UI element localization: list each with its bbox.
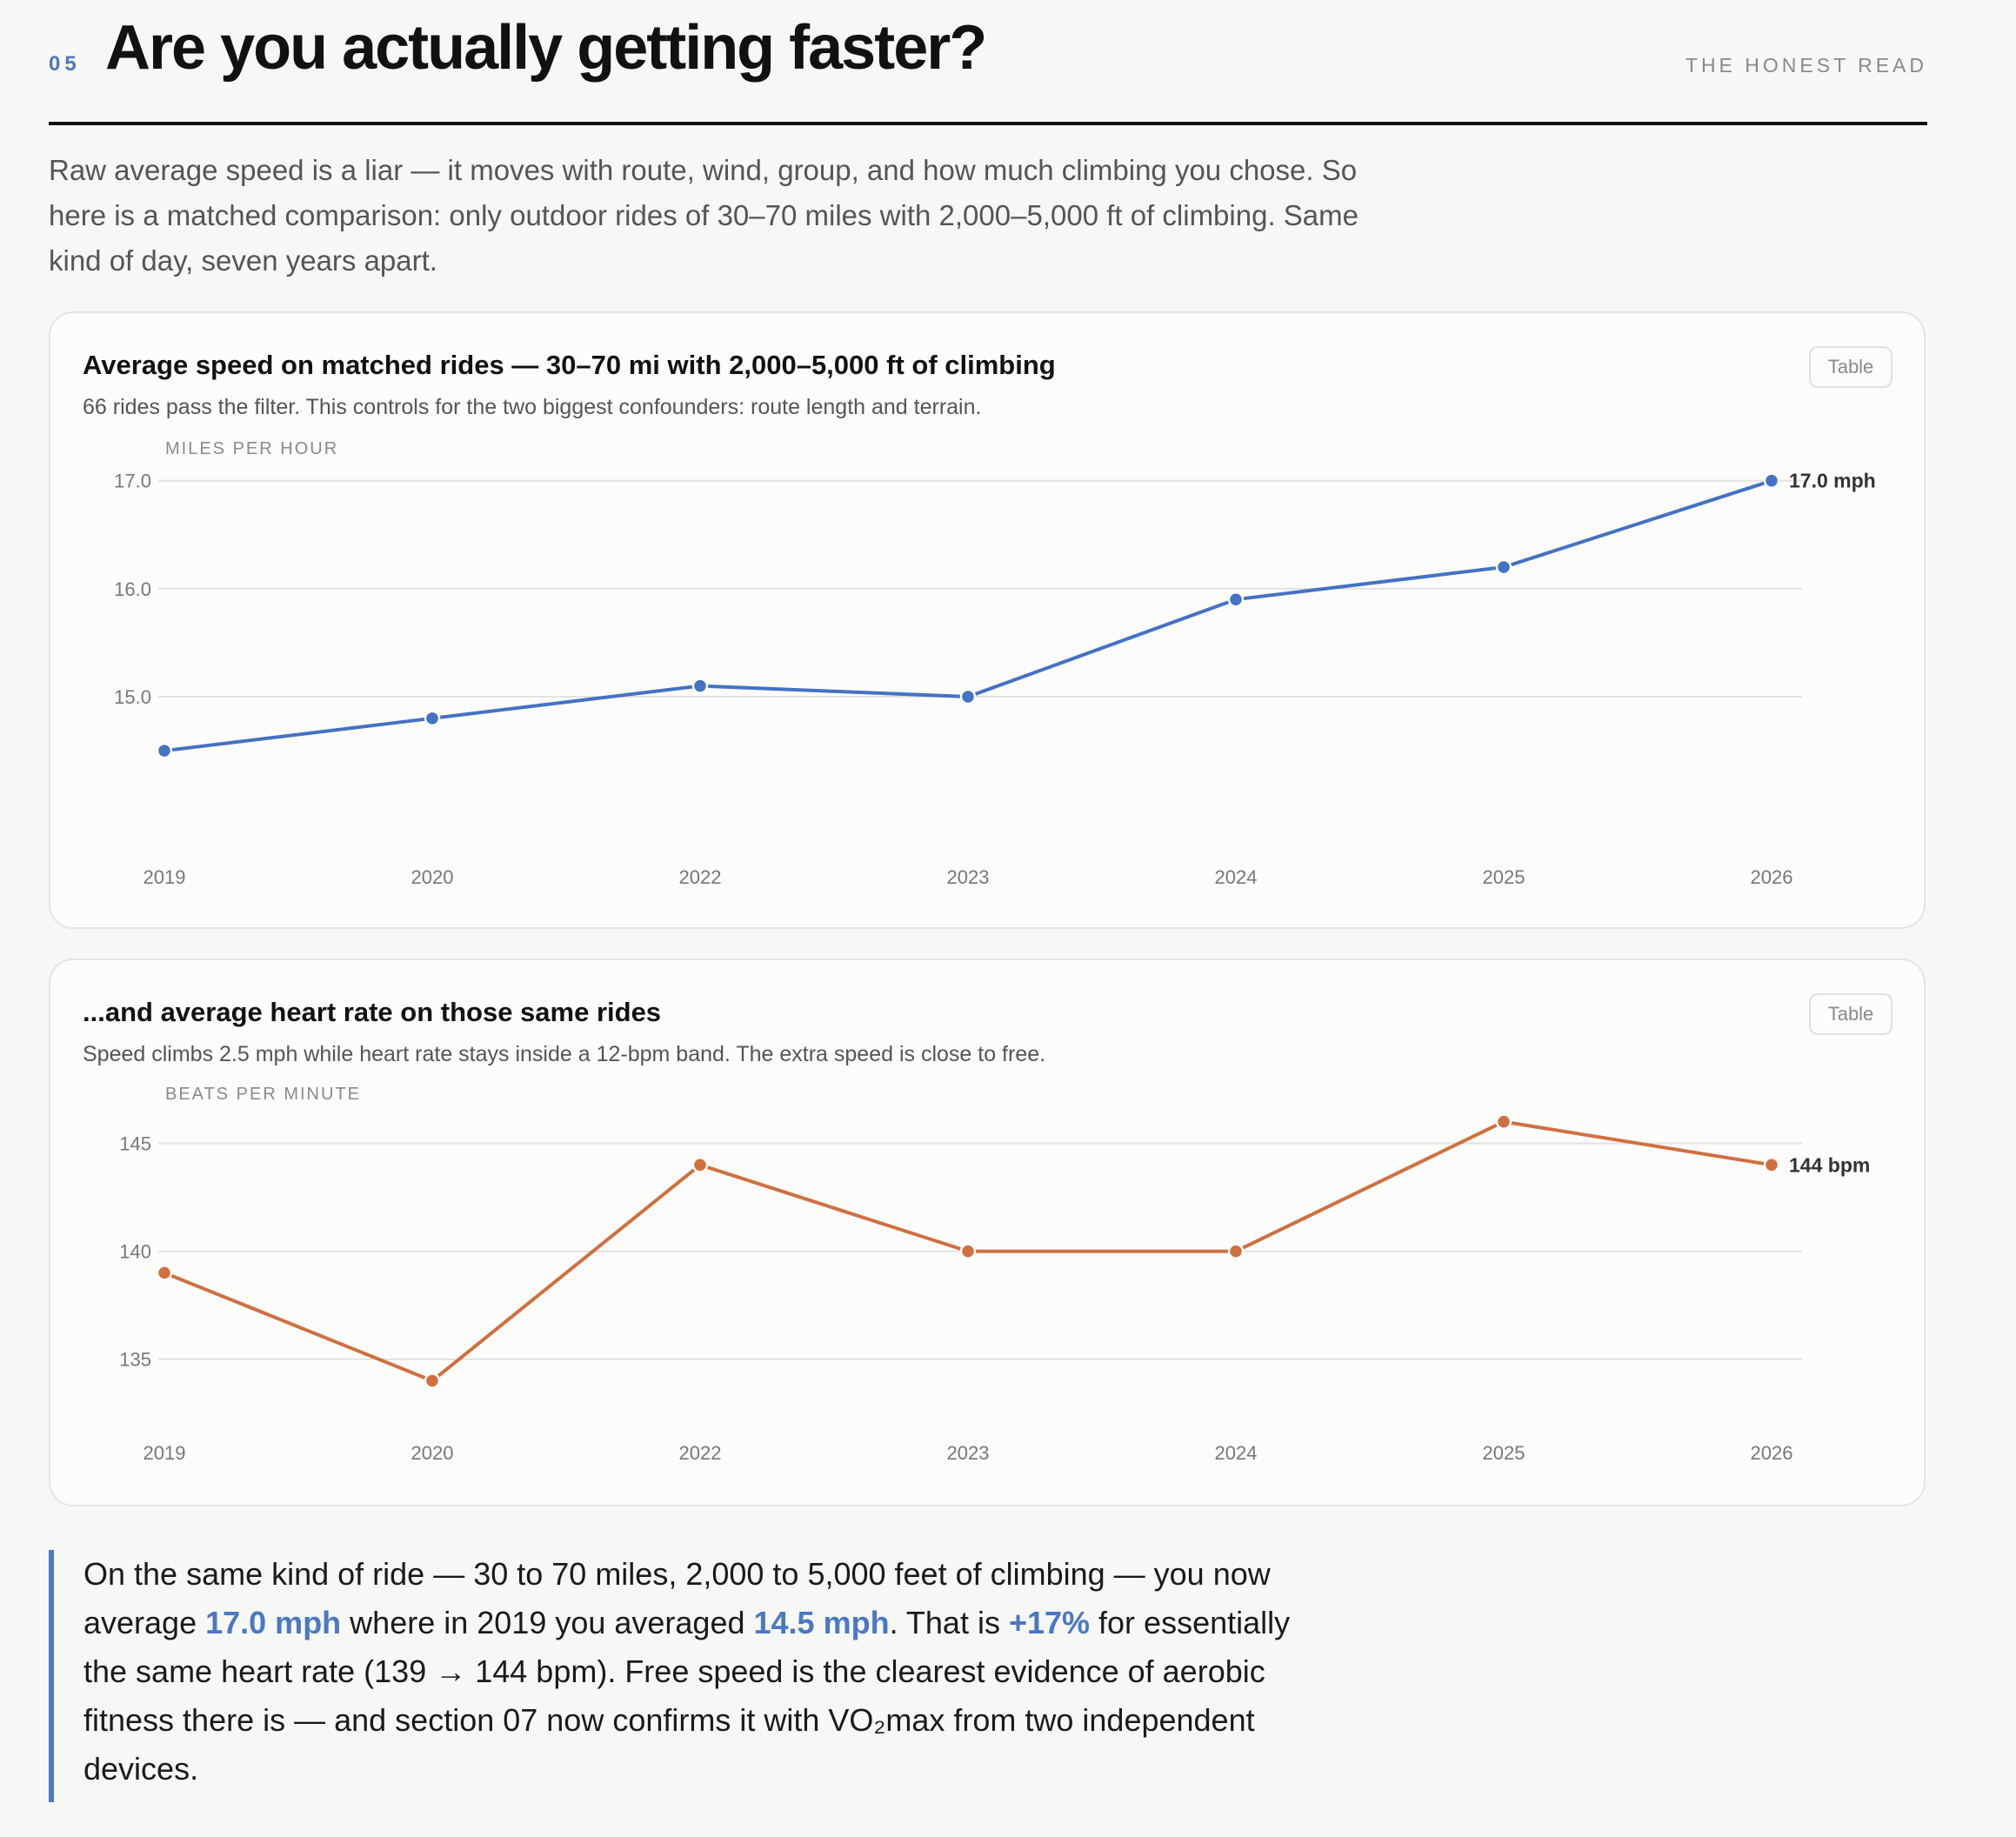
heart-rate-data-point [1227,1243,1245,1259]
heart-rate-end-label-group: 144 bpm [1789,1153,1870,1176]
speed-y-tick-label: 15.0 [114,686,151,708]
speed-chart-title: Average speed on matched rides — 30–70 m… [83,350,1056,380]
speed-x-tick-label: 2026 [1751,866,1793,888]
speed-data-point [1227,591,1245,608]
heart-rate-y-axis-label: BEATS PER MINUTE [165,1085,361,1104]
section-kicker: THE HONEST READ [1685,54,1927,77]
heart-rate-x-tick-label: 2024 [1215,1442,1258,1464]
callout-percent-change: +17% [1008,1605,1091,1640]
summary-callout: On the same kind of ride — 30 to 70 mile… [49,1550,1301,1802]
speed-x-tick-label: 2025 [1483,866,1525,888]
heart-rate-chart-title: ...and average heart rate on those same … [83,997,662,1027]
heart-rate-y-tick-label: 145 [119,1132,151,1154]
heart-rate-x-tick-label: 2026 [1751,1442,1793,1464]
heart-rate-x-tick-label: 2022 [679,1442,722,1464]
speed-y-axis-label: MILES PER HOUR [165,439,338,458]
speed-end-label-group: 17.0 mph [1789,470,1876,492]
heart-rate-x-tick-label: 2025 [1483,1442,1525,1464]
callout-current-speed: 17.0 mph [205,1605,342,1640]
page-title: Are you actually getting faster? [105,13,987,83]
section-number: 05 [49,52,81,76]
callout-text: . That is [889,1605,1009,1640]
intro-paragraph: Raw average speed is a liar — it moves w… [49,154,1358,277]
speed-data-point [156,742,173,759]
heart-rate-data-point [424,1373,441,1389]
callout-text: where in 2019 you averaged [341,1605,754,1640]
speed-x-tick-label: 2019 [144,866,186,888]
section-header: 05 Are you actually getting faster? THE … [49,0,1927,125]
speed-y-tick-label: 17.0 [114,471,151,492]
speed-x-tick-label: 2020 [411,866,454,888]
heart-rate-data-point [1495,1113,1512,1130]
heart-rate-chart: BEATS PER MINUTE 135 140 145 2019 2020 2022 202… [119,1085,1870,1464]
heart-rate-end-label: 144 bpm [1789,1153,1870,1176]
speed-chart-subtitle: 66 rides pass the filter. This controls … [83,395,982,419]
speed-data-point [1763,472,1780,489]
speed-series-line [163,478,1773,753]
heart-rate-y-tick-label: 135 [119,1349,151,1371]
callout-baseline-speed: 14.5 mph [753,1605,890,1640]
speed-y-tick-label: 16.0 [114,578,151,600]
heart-rate-x-tick-label: 2020 [411,1442,454,1464]
speed-x-tick-label: 2022 [679,866,722,888]
heart-rate-data-point [691,1157,709,1173]
heart-rate-data-point [1763,1157,1780,1173]
speed-x-tick-label: 2023 [947,866,990,888]
speed-data-point [691,678,709,694]
heart-rate-chart-subtitle: Speed climbs 2.5 mph while heart rate st… [83,1042,1046,1066]
speed-data-point [1495,558,1512,576]
heart-rate-table-button[interactable]: Table [1809,993,1893,1035]
speed-data-point [959,688,977,705]
heart-rate-x-tick-label: 2023 [947,1442,990,1464]
heart-rate-x-tick-label: 2019 [144,1442,186,1464]
heart-rate-data-point [959,1243,977,1259]
speed-data-point [424,710,441,727]
speed-table-button[interactable]: Table [1809,346,1893,388]
heart-rate-y-tick-label: 140 [119,1241,151,1263]
heart-rate-chart-card: ...and average heart rate on those same … [49,959,1926,1506]
speed-end-label: 17.0 mph [1789,470,1876,492]
callout-text: On the same kind of ride — 30 to 70 mile… [83,1556,1271,1640]
speed-x-tick-label: 2024 [1215,866,1258,888]
heart-rate-data-point [156,1265,173,1281]
callout-text: for essentially the same heart rate (139… [83,1605,1291,1787]
speed-chart-card: Average speed on matched rides — 30–70 m… [49,311,1926,929]
speed-chart: MILES PER HOUR 15.0 16.0 17.0 2019 2020 2022 20… [114,439,1876,888]
